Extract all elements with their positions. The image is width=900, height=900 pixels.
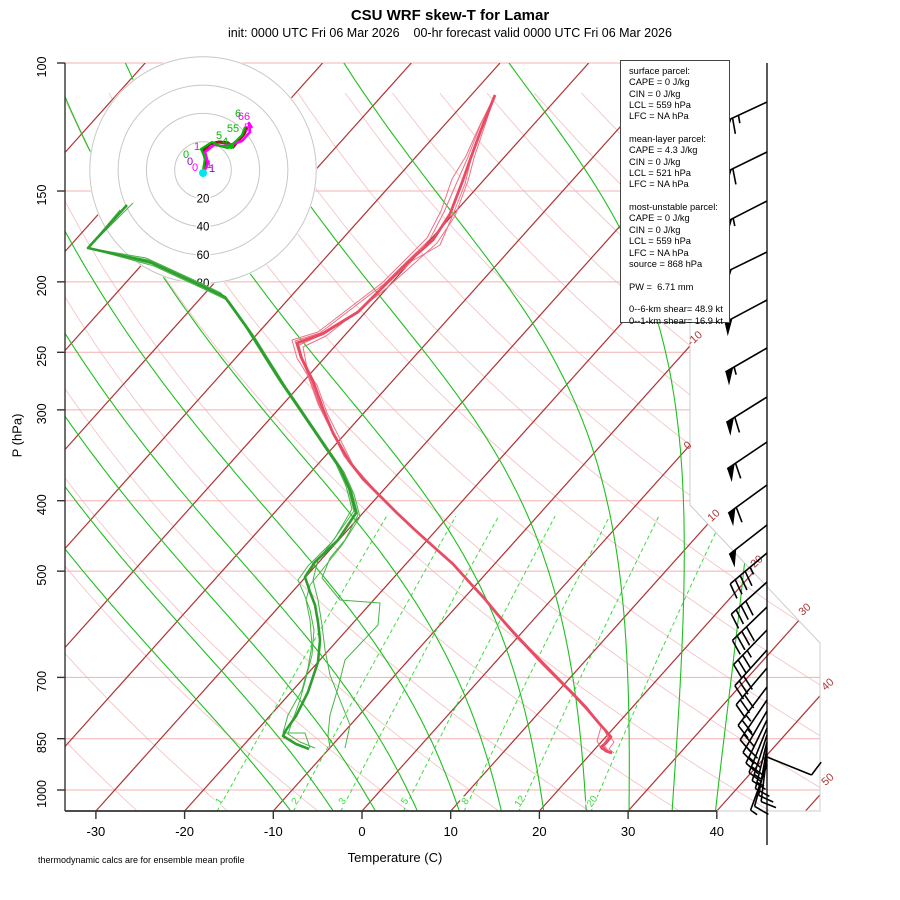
dewpoint-profile — [86, 204, 358, 751]
svg-text:300: 300 — [35, 403, 49, 424]
parcel-line: LCL = 521 hPa — [629, 168, 691, 179]
parcel-line: most-unstable parcel: — [629, 202, 718, 213]
svg-text:0: 0 — [187, 156, 193, 168]
svg-text:1: 1 — [206, 159, 212, 171]
svg-text:1: 1 — [209, 163, 215, 175]
x-axis-label: Temperature (C) — [347, 850, 443, 865]
parcel-line — [629, 293, 729, 304]
svg-text:10: 10 — [705, 507, 722, 524]
y-axis-label: P (hPa) — [9, 413, 25, 458]
svg-text:0: 0 — [358, 824, 365, 839]
chart-title: CSU WRF skew-T for Lamar — [350, 7, 550, 24]
parcel-line: LCL = 559 hPa — [629, 100, 691, 111]
svg-text:40: 40 — [710, 824, 724, 839]
svg-text:100: 100 — [35, 57, 49, 78]
parcel-line — [629, 123, 729, 134]
parcel-line: CIN = 0 J/kg — [629, 88, 681, 99]
svg-text:250: 250 — [35, 346, 49, 367]
grid-moist-adiabats — [65, 63, 761, 811]
svg-text:150: 150 — [35, 185, 49, 206]
parcel-line: CIN = 0 J/kg — [629, 224, 681, 235]
parcel-line: LCL = 559 hPa — [629, 236, 691, 247]
svg-text:20: 20 — [532, 824, 546, 839]
parcel-info-box: surface parcel: CAPE = 0 J/kg CIN = 0 J/kg… — [620, 60, 730, 326]
parcel-line: CAPE = 0 J/kg — [629, 213, 690, 224]
parcel-line: source = 868 hPa — [629, 258, 703, 269]
parcel-line: CIN = 0 J/kg — [629, 156, 681, 167]
grid-mixing-ratio — [216, 515, 724, 811]
temperature-profile — [295, 94, 613, 755]
footnote: thermodynamic calcs are for ensemble mea… — [38, 855, 245, 865]
parcel-line: CAPE = 4.3 J/kg — [629, 145, 698, 156]
parcel-line: PW = 6.71 mm — [629, 281, 694, 292]
parcel-line: 0--1-km shear= 16.9 kt — [629, 315, 723, 326]
parcel-line: LFC = NA hPa — [629, 111, 689, 122]
svg-text:1: 1 — [213, 796, 225, 807]
svg-text:400: 400 — [35, 494, 49, 515]
parcel-line: surface parcel: — [629, 66, 690, 76]
svg-text:50: 50 — [819, 771, 836, 788]
temperature-members — [291, 94, 615, 754]
chart-subtitle: init: 0000 UTC Fri 06 Mar 2026 00-hr for… — [228, 26, 672, 40]
svg-text:-20: -20 — [175, 824, 194, 839]
dewpoint-members — [87, 202, 381, 749]
svg-text:5: 5 — [216, 130, 222, 142]
parcel-line — [629, 191, 729, 202]
svg-text:700: 700 — [35, 671, 49, 692]
svg-text:20: 20 — [197, 193, 210, 205]
parcel-line — [629, 270, 729, 281]
parcel-line: mean-layer parcel: — [629, 134, 706, 145]
svg-text:60: 60 — [197, 250, 210, 262]
svg-text:-10: -10 — [685, 329, 705, 349]
svg-text:0: 0 — [183, 149, 189, 161]
parcel-line: 0--6-km shear= 48.9 kt — [629, 304, 723, 315]
svg-text:-30: -30 — [87, 824, 106, 839]
svg-text:40: 40 — [819, 676, 836, 693]
svg-text:10: 10 — [443, 824, 457, 839]
svg-text:500: 500 — [35, 565, 49, 586]
svg-text:0: 0 — [192, 162, 198, 174]
svg-text:5: 5 — [244, 122, 250, 134]
hodograph-origin-dot — [199, 169, 207, 177]
svg-text:-10: -10 — [264, 824, 283, 839]
svg-text:6: 6 — [235, 108, 241, 120]
svg-text:200: 200 — [35, 275, 49, 296]
svg-text:1: 1 — [194, 141, 200, 153]
svg-text:66: 66 — [238, 111, 250, 123]
svg-text:850: 850 — [35, 732, 49, 753]
svg-text:0: 0 — [682, 439, 695, 452]
svg-text:4: 4 — [222, 136, 228, 148]
parcel-line: CAPE = 0 J/kg — [629, 77, 690, 88]
parcel-line: LFC = NA hPa — [629, 247, 689, 258]
svg-text:55: 55 — [227, 123, 239, 135]
svg-text:1000: 1000 — [35, 780, 49, 808]
svg-text:30: 30 — [796, 601, 813, 618]
parcel-line: LFC = NA hPa — [629, 179, 689, 190]
svg-text:30: 30 — [621, 824, 635, 839]
svg-text:40: 40 — [197, 222, 210, 234]
